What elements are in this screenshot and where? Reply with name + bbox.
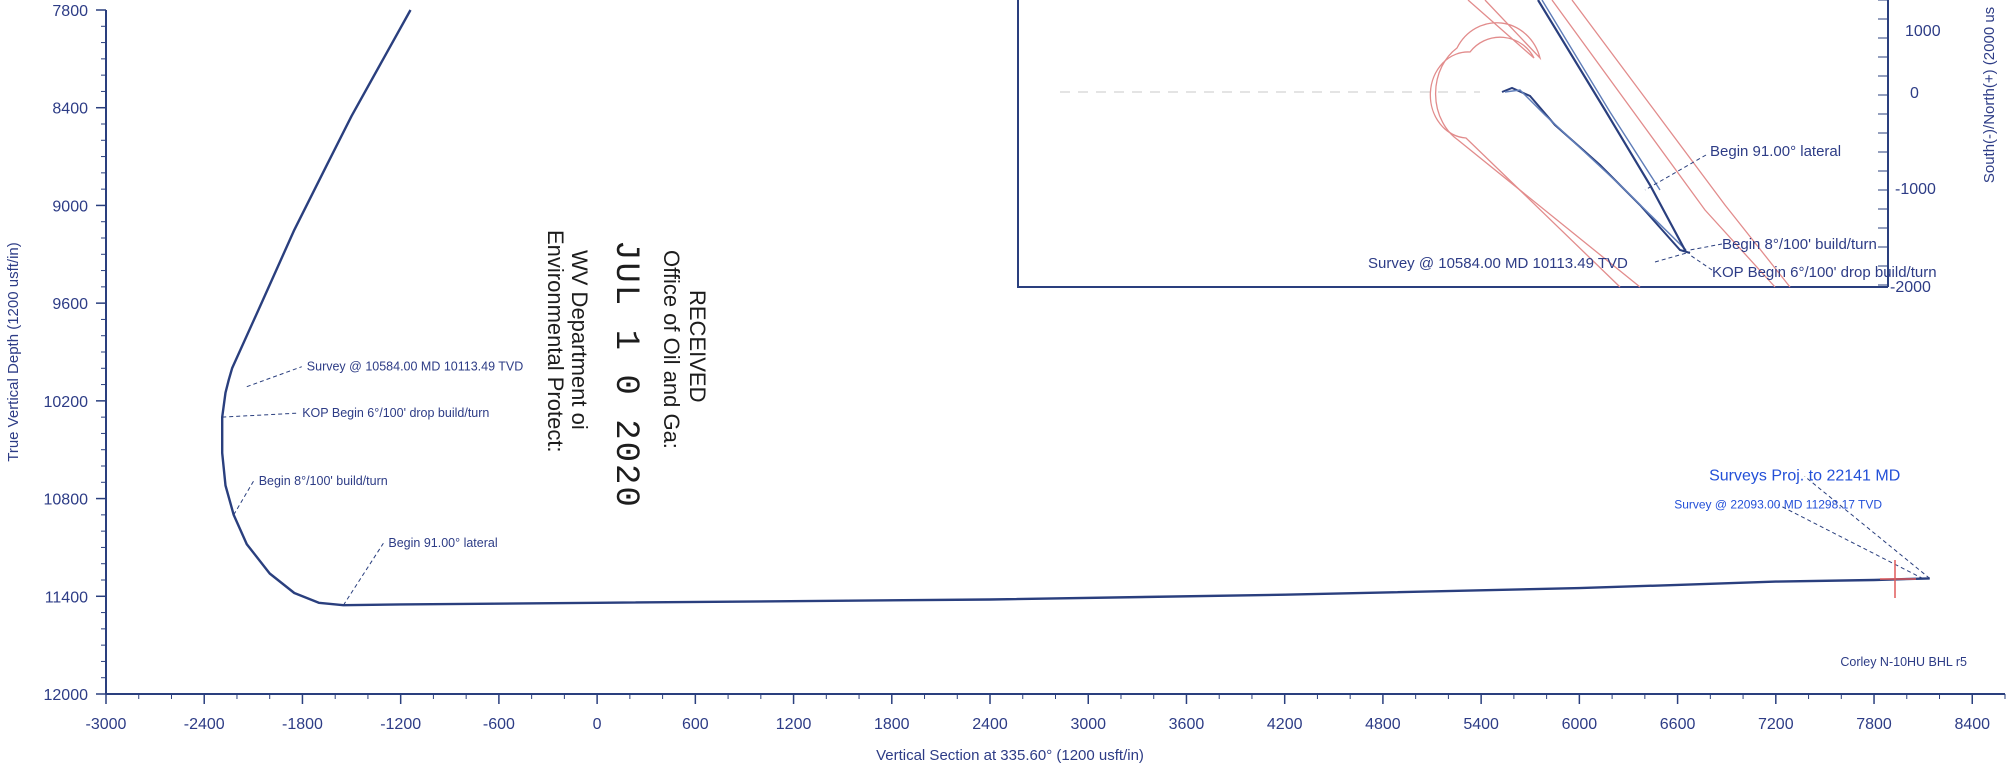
inset-y-tick-1000: 1000 (1905, 23, 1941, 40)
inset-y-tick-minus1000: -1000 (1895, 181, 1936, 198)
inset-anno-build: Begin 8°/100' build/turn (1722, 236, 1877, 253)
inset-y-tick-0: 0 (1910, 85, 1919, 102)
bhl-target-marker (1880, 560, 1916, 598)
stamp-received: RECEIVED (685, 290, 710, 403)
x-tick-label: -1200 (380, 716, 421, 733)
x-tick-label: 1800 (874, 716, 910, 733)
inset-y-tick-minus2000: -2000 (1890, 279, 1931, 296)
inset-leader-lines (1644, 154, 1723, 271)
inset-anno-lateral: Begin 91.00° lateral (1710, 143, 1841, 160)
x-tick-label: 8400 (1954, 716, 1990, 733)
x-tick-label: 0 (593, 716, 602, 733)
y-tick-label: 9600 (52, 296, 88, 313)
y-tick-label: 7800 (52, 3, 88, 20)
stamp-date: JUL 1 0 2020 (606, 240, 644, 509)
y-tick-label: 12000 (44, 687, 89, 704)
x-tick-label: 4800 (1365, 716, 1401, 733)
inset-y-axis-minor-ticks (1878, 0, 1888, 286)
x-tick-label: 2400 (972, 716, 1008, 733)
x-axis-title: Vertical Section at 335.60° (1200 usft/i… (876, 747, 1144, 764)
corner-label: Corley N-10HU BHL r5 (1840, 655, 1967, 669)
inset-wellbore-line-2 (1504, 89, 1687, 251)
inset-lease-boundary (1429, 0, 1791, 288)
x-axis-ticks: -3000 -2400 -1800 -1200 -600 0 600 1200 1800 2400… (86, 694, 2006, 733)
annotation-leader-line (1804, 475, 1931, 579)
x-tick-label: 3600 (1169, 716, 1205, 733)
x-tick-label: -600 (483, 716, 515, 733)
y-tick-label: 8400 (52, 101, 88, 118)
inset-lateral-line-2 (1541, 0, 1661, 191)
x-tick-label: 1200 (776, 716, 812, 733)
y-tick-label: 9000 (52, 198, 88, 215)
annotation-label: Begin 8°/100' build/turn (259, 474, 388, 488)
received-stamp: RECEIVED Office of Oil and Ga: JUL 1 0 2… (540, 210, 710, 509)
x-tick-label: 5400 (1463, 716, 1499, 733)
stamp-environmental: Environmental Protect: (543, 230, 568, 453)
inset-lateral-line (1537, 0, 1687, 253)
inset-anno-survey: Survey @ 10584.00 MD 10113.49 TVD (1368, 255, 1628, 272)
x-tick-label: -1800 (282, 716, 323, 733)
stamp-department: WV Department oi (567, 250, 592, 430)
x-tick-label: 600 (682, 716, 709, 733)
x-tick-label: -3000 (86, 716, 127, 733)
y-tick-label: 10800 (44, 492, 89, 509)
x-tick-label: 6000 (1562, 716, 1598, 733)
annotation-leader-line (233, 480, 255, 516)
wellbore-trajectory-line (221, 9, 1930, 607)
x-tick-label: 4200 (1267, 716, 1303, 733)
y-tick-label: 10200 (44, 394, 89, 411)
y-axis-title: True Vertical Depth (1200 usft/in) (5, 242, 22, 462)
annotation-label: KOP Begin 6°/100' drop build/turn (302, 406, 489, 420)
inset-frame (1017, 0, 1888, 288)
x-tick-label: 7200 (1758, 716, 1794, 733)
inset-wellbore-line (1501, 86, 1691, 254)
inset-anno-kop: KOP Begin 6°/100' drop build/turn (1712, 264, 1937, 281)
annotation-label: Survey @ 10584.00 MD 10113.49 TVD (307, 360, 524, 374)
annotation-leader-line (342, 542, 384, 606)
stamp-office: Office of Oil and Ga: (659, 250, 684, 449)
annotation-label: Begin 91.00° lateral (388, 536, 497, 550)
annotation-leader-line (222, 412, 298, 418)
x-tick-label: 7800 (1856, 716, 1892, 733)
inset-plan-view: 1000 0 -1000 -2000 South(-)/North(+) (20… (1017, 0, 1998, 296)
annotation-leader-line (246, 366, 302, 388)
x-tick-label: 3000 (1070, 716, 1106, 733)
annotation-leader-line (1777, 504, 1924, 580)
x-tick-label: 6600 (1660, 716, 1696, 733)
inset-y-axis-title: South(-)/North(+) (2000 us (1981, 7, 1998, 183)
y-tick-label: 11400 (45, 589, 88, 606)
main-annotations: Survey @ 10584.00 MD 10113.49 TVD KOP Beg… (222, 360, 1931, 606)
x-tick-label: -2400 (184, 716, 225, 733)
inset-y-axis: 1000 0 -1000 -2000 South(-)/North(+) (20… (1878, 0, 1998, 296)
annotation-label: Surveys Proj. to 22141 MD (1709, 467, 1900, 484)
y-axis-ticks: 7800 8400 9000 9600 10200 10800 11400 12000 (44, 3, 106, 704)
annotation-label: Survey @ 22093.00 MD 11298.17 TVD (1674, 498, 1882, 512)
